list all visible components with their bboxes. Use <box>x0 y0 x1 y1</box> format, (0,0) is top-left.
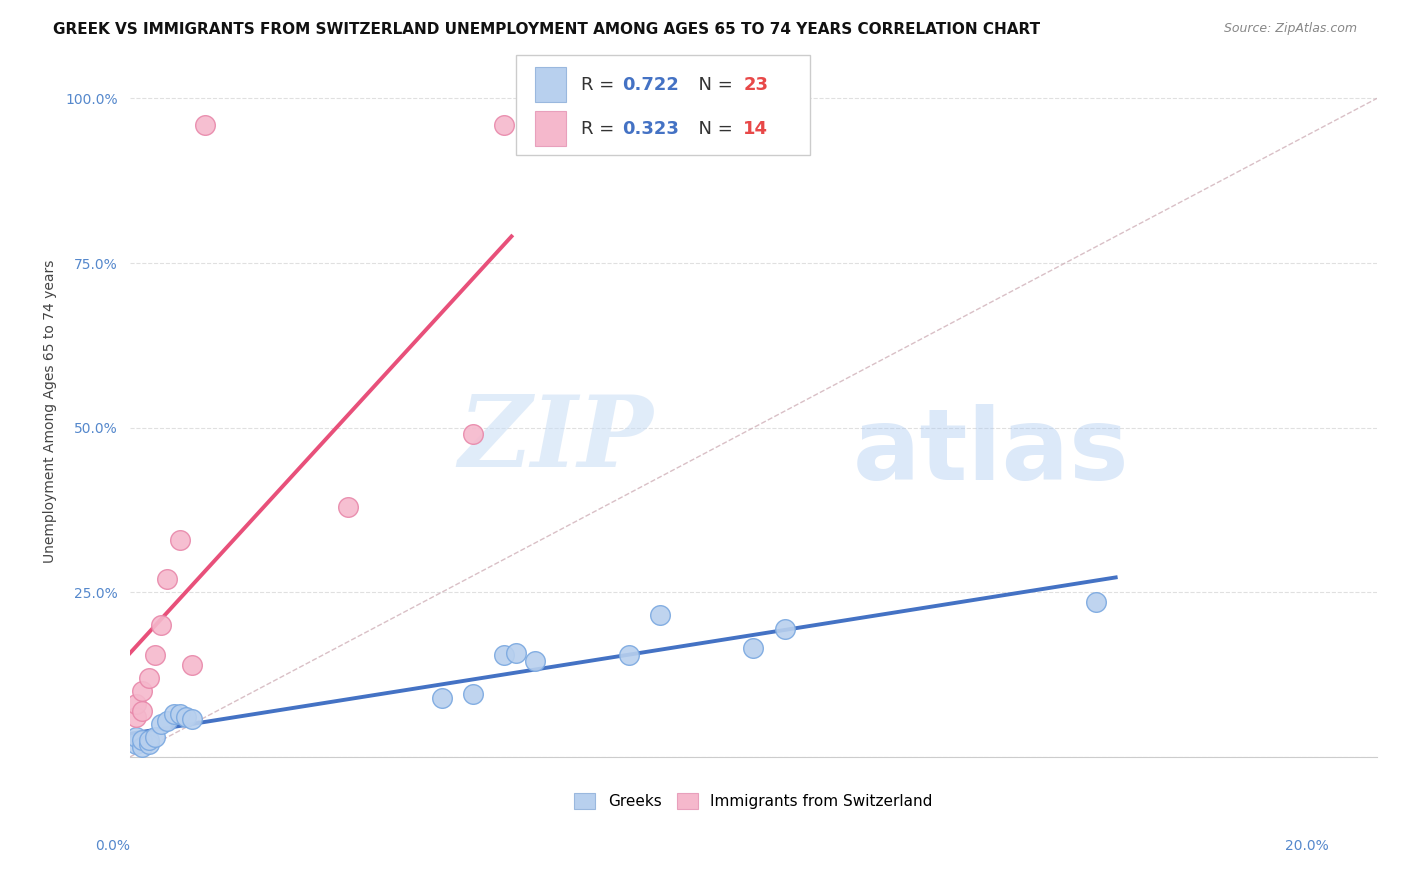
FancyBboxPatch shape <box>536 112 567 145</box>
Point <box>156 714 179 728</box>
Point <box>461 427 484 442</box>
Point <box>492 648 515 662</box>
FancyBboxPatch shape <box>516 55 810 155</box>
Point <box>131 733 153 747</box>
Point <box>156 572 179 586</box>
Point <box>337 500 360 514</box>
Point <box>162 707 184 722</box>
Point <box>131 684 153 698</box>
Point <box>169 707 191 722</box>
Text: atlas: atlas <box>853 404 1130 501</box>
Point <box>505 646 527 660</box>
Text: Source: ZipAtlas.com: Source: ZipAtlas.com <box>1223 22 1357 36</box>
Text: 0.323: 0.323 <box>623 120 679 137</box>
Text: 23: 23 <box>744 76 769 94</box>
Point <box>138 671 160 685</box>
Point <box>181 657 204 672</box>
Point <box>1085 595 1108 609</box>
Point <box>150 717 173 731</box>
Text: 20.0%: 20.0% <box>1285 838 1329 853</box>
Point <box>125 710 148 724</box>
Point <box>648 608 671 623</box>
Point <box>150 618 173 632</box>
Point <box>524 655 547 669</box>
Point <box>143 730 166 744</box>
Point <box>125 698 148 712</box>
Point <box>143 648 166 662</box>
Text: R =: R = <box>581 76 620 94</box>
Point <box>492 118 515 132</box>
Y-axis label: Unemployment Among Ages 65 to 74 years: Unemployment Among Ages 65 to 74 years <box>44 260 58 563</box>
Point <box>181 712 204 726</box>
Point <box>169 533 191 547</box>
Text: 14: 14 <box>744 120 769 137</box>
Point <box>461 687 484 701</box>
Point <box>131 740 153 755</box>
Text: N =: N = <box>688 120 738 137</box>
Point <box>125 730 148 744</box>
Text: R =: R = <box>581 120 620 137</box>
Point <box>742 641 765 656</box>
Point <box>174 710 197 724</box>
Text: N =: N = <box>688 76 738 94</box>
Point <box>194 118 217 132</box>
Text: 0.722: 0.722 <box>623 76 679 94</box>
Point <box>617 648 640 662</box>
Point <box>138 737 160 751</box>
Point <box>131 704 153 718</box>
FancyBboxPatch shape <box>536 68 567 102</box>
Text: GREEK VS IMMIGRANTS FROM SWITZERLAND UNEMPLOYMENT AMONG AGES 65 TO 74 YEARS CORR: GREEK VS IMMIGRANTS FROM SWITZERLAND UNE… <box>53 22 1040 37</box>
Point <box>125 737 148 751</box>
Point <box>773 622 796 636</box>
Legend: Greeks, Immigrants from Switzerland: Greeks, Immigrants from Switzerland <box>568 787 939 815</box>
Point <box>430 690 453 705</box>
Text: 0.0%: 0.0% <box>96 838 131 853</box>
Point <box>138 733 160 747</box>
Text: ZIP: ZIP <box>458 391 654 487</box>
